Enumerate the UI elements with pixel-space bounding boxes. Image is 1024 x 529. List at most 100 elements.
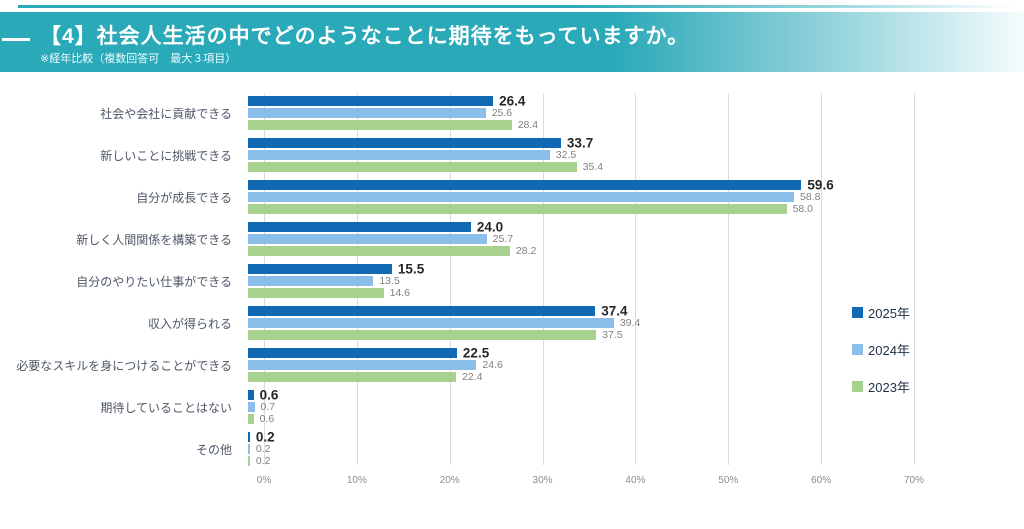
bar-line: 26.4	[248, 94, 914, 109]
value-label-2025年: 0.2	[255, 429, 275, 445]
legend-swatch-icon	[852, 344, 863, 355]
x-tick-label: 70%	[903, 475, 924, 486]
bar-2023年	[248, 330, 597, 340]
category-label: 自分が成長できる	[136, 190, 232, 205]
bar-2025年	[248, 222, 471, 232]
x-tick-label: 10%	[346, 475, 367, 486]
value-label-2023年: 37.5	[602, 329, 623, 341]
bar-2023年	[248, 414, 254, 424]
category-label: 新しく人間関係を構築できる	[76, 232, 232, 247]
gridline-40%	[635, 93, 637, 465]
chart-rows: 社会や会社に貢献できる 26.4 25.6 28.4 新しいことに挑戦できる 33.7 32…	[0, 94, 914, 474]
value-label-2024年: 25.6	[491, 107, 513, 119]
value-label-2023年: 28.2	[515, 245, 537, 257]
section-title: 【4】社会人生活の中でどのようなことに期待をもっていますか。	[40, 25, 690, 48]
bar-2025年	[248, 390, 254, 400]
bar-2025年	[248, 180, 802, 190]
bar-line: 35.4	[248, 161, 914, 173]
legend-item-2024年: 2024年	[852, 342, 910, 358]
chart-row: 新しいことに挑戦できる 33.7 32.5 35.4	[0, 136, 914, 174]
bar-line: 0.7	[248, 401, 914, 413]
bar-group: 0.6 0.7 0.6	[248, 387, 914, 425]
section-subtitle: ※経年比較（複数回答可 最大３項目）	[40, 53, 237, 65]
category-label: 社会や会社に貢献できる	[100, 106, 232, 121]
bar-2024年	[248, 234, 487, 244]
bar-line: 33.7	[248, 136, 914, 151]
header-accent-rule	[18, 5, 1024, 8]
bar-line: 0.2	[248, 455, 914, 467]
bar-line: 37.4	[248, 304, 914, 319]
value-label-2023年: 35.4	[582, 161, 604, 173]
value-label-2023年: 14.6	[389, 287, 410, 299]
bar-line: 22.5	[248, 345, 914, 361]
value-label-2025年: 59.6	[807, 177, 834, 193]
gridline-30%	[542, 93, 544, 465]
value-label-2023年: 58.0	[792, 203, 813, 215]
bar-2025年	[248, 348, 457, 358]
gridline-70%	[914, 93, 915, 465]
value-label-2024年: 39.4	[619, 317, 641, 329]
category-label: 自分のやりたい仕事ができる	[76, 274, 232, 289]
value-label-2024年: 24.6	[482, 359, 503, 371]
legend: 2025年 2024年 2023年	[852, 305, 910, 416]
bar-line: 25.6	[248, 107, 914, 119]
bar-2023年	[248, 372, 456, 382]
legend-item-2025年: 2025年	[852, 305, 910, 321]
bar-2024年	[248, 108, 486, 118]
bar-line: 24.0	[248, 219, 914, 235]
bar-group: 0.2 0.2 0.2	[248, 429, 914, 467]
section-header: 【4】社会人生活の中でどのようなことに期待をもっていますか。 ※経年比較（複数回…	[0, 12, 1024, 72]
category-label: 必要なスキルを身につけることができる	[16, 358, 232, 373]
bar-line: 0.2	[248, 443, 914, 455]
bar-group: 59.6 58.8 58.0	[248, 177, 914, 215]
bar-2024年	[248, 360, 477, 370]
bar-2023年	[248, 456, 250, 466]
bar-line: 28.4	[248, 119, 914, 131]
legend-label: 2024年	[868, 343, 910, 358]
bar-2023年	[248, 246, 510, 256]
chart-row: 社会や会社に貢献できる 26.4 25.6 28.4	[0, 94, 914, 132]
value-label-2024年: 0.2	[255, 443, 271, 455]
bar-2025年	[248, 432, 250, 442]
header-dash	[2, 38, 30, 41]
bar-line: 37.5	[248, 329, 914, 341]
legend-label: 2023年	[868, 380, 910, 395]
bar-line: 14.6	[248, 287, 914, 299]
chart-row: 期待していることはない 0.6 0.7 0.6	[0, 387, 914, 426]
chart-row: 収入が得られる 37.4 39.4 37.5	[0, 304, 914, 342]
bar-line: 0.2	[248, 429, 914, 445]
bar-line: 13.5	[248, 275, 914, 287]
bar-group: 33.7 32.5 35.4	[248, 136, 914, 173]
bar-2025年	[248, 138, 561, 148]
gridline-20%	[449, 93, 451, 465]
chart-row: 必要なスキルを身につけることができる 22.5 24.6 22.4	[0, 345, 914, 384]
category-label: その他	[195, 442, 232, 457]
bar-2024年	[248, 318, 614, 328]
bar-2025年	[248, 96, 494, 106]
value-label-2024年: 13.5	[379, 275, 400, 287]
bar-chart: 社会や会社に貢献できる 26.4 25.6 28.4 新しいことに挑戦できる 33.7 32…	[0, 85, 1024, 505]
bar-2023年	[248, 162, 577, 172]
x-tick-label: 50%	[718, 475, 739, 486]
value-label-2023年: 22.4	[462, 371, 483, 383]
bar-line: 58.0	[248, 203, 914, 215]
legend-label: 2025年	[868, 306, 910, 321]
chart-row: 新しく人間関係を構築できる 24.0 25.7 28.2	[0, 219, 914, 258]
bar-2023年	[248, 288, 384, 298]
chart-row: 自分が成長できる 59.6 58.8 58.0	[0, 177, 914, 216]
legend-swatch-icon	[852, 307, 863, 318]
value-label-2025年: 0.6	[259, 387, 279, 403]
bar-line: 58.8	[248, 191, 914, 203]
bar-line: 22.4	[248, 371, 914, 383]
bar-2025年	[248, 264, 392, 274]
bar-2023年	[248, 120, 512, 130]
value-label-2025年: 15.5	[397, 261, 425, 277]
value-label-2023年: 28.4	[517, 119, 539, 131]
legend-item-2023年: 2023年	[852, 379, 910, 395]
value-label-2025年: 22.5	[462, 345, 490, 361]
bar-group: 37.4 39.4 37.5	[248, 304, 914, 341]
bar-line: 0.6	[248, 413, 914, 425]
value-label-2025年: 24.0	[476, 219, 504, 235]
x-tick-label: 30%	[532, 475, 553, 486]
bar-line: 28.2	[248, 245, 914, 257]
